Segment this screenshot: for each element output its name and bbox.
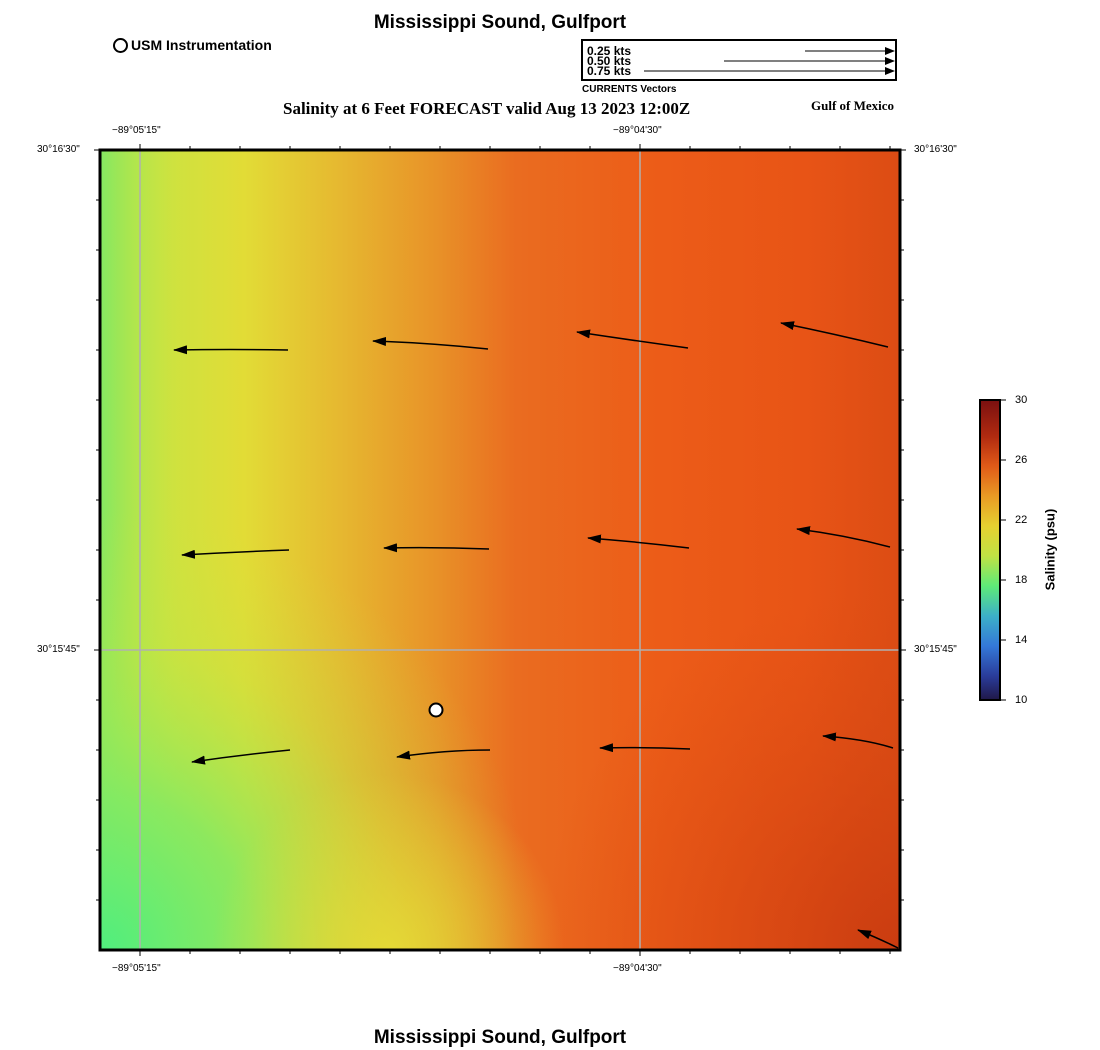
lon-label-top-1: −89°05'15" [112,125,161,136]
lat-label-left-2: 30°15'45" [37,644,80,655]
colorbar-tick-10: 10 [1015,694,1028,706]
colorbar-tick-14: 14 [1015,634,1028,646]
footer-title: Mississippi Sound, Gulfport [373,1027,627,1048]
legend-label-050: 0.50 kts [587,54,632,68]
current-vector [191,749,291,765]
vector-legend: 0.25 kts 0.50 kts 0.75 kts [581,39,897,81]
frame-ticks [94,144,906,956]
lat-label-right-2: 30°15'45" [914,644,957,655]
colorbar-tick-26: 26 [1015,454,1028,466]
lon-label-bottom-1: −89°05'15" [112,963,161,974]
current-vector [181,549,290,559]
current-vector [857,929,899,949]
station-legend-label: USM Instrumentation [131,37,272,53]
current-vector [576,329,689,349]
current-vector [599,743,691,753]
lat-label-left-1: 30°16'30" [37,144,80,155]
usm-station-marker[interactable] [428,702,444,718]
region-label: Gulf of Mexico [811,98,895,113]
current-vector [383,543,490,553]
current-vector [396,749,491,760]
colorbar-title: Salinity (psu) [1042,508,1058,591]
current-vector [780,321,889,348]
current-vector [372,336,489,350]
station-legend: USM Instrumentation [113,37,272,53]
legend-label-025: 0.25 kts [587,44,632,58]
lat-label-right-1: 30°16'30" [914,144,957,155]
legend-label-075: 0.75 kts [587,64,632,78]
colorbar [979,399,1006,701]
current-vector [822,732,894,749]
colorbar-tick-22: 22 [1015,514,1028,526]
colorbar-tick-18: 18 [1015,574,1028,586]
map-title: Mississippi Sound, Gulfport [373,12,627,33]
map-subtitle: Salinity at 6 Feet FORECAST valid Aug 13… [283,99,691,118]
lon-label-bottom-2: −89°04'30" [613,963,662,974]
colorbar-tick-30: 30 [1015,394,1028,406]
current-vector [587,534,690,549]
station-marker-icon [113,37,128,53]
current-vector [796,526,891,548]
vector-legend-arrows [644,47,895,75]
current-vectors [173,321,899,949]
salinity-map [94,144,906,956]
lon-label-top-2: −89°04'30" [613,125,662,136]
current-vector [173,345,289,355]
vector-legend-caption: CURRENTS Vectors [582,84,677,95]
